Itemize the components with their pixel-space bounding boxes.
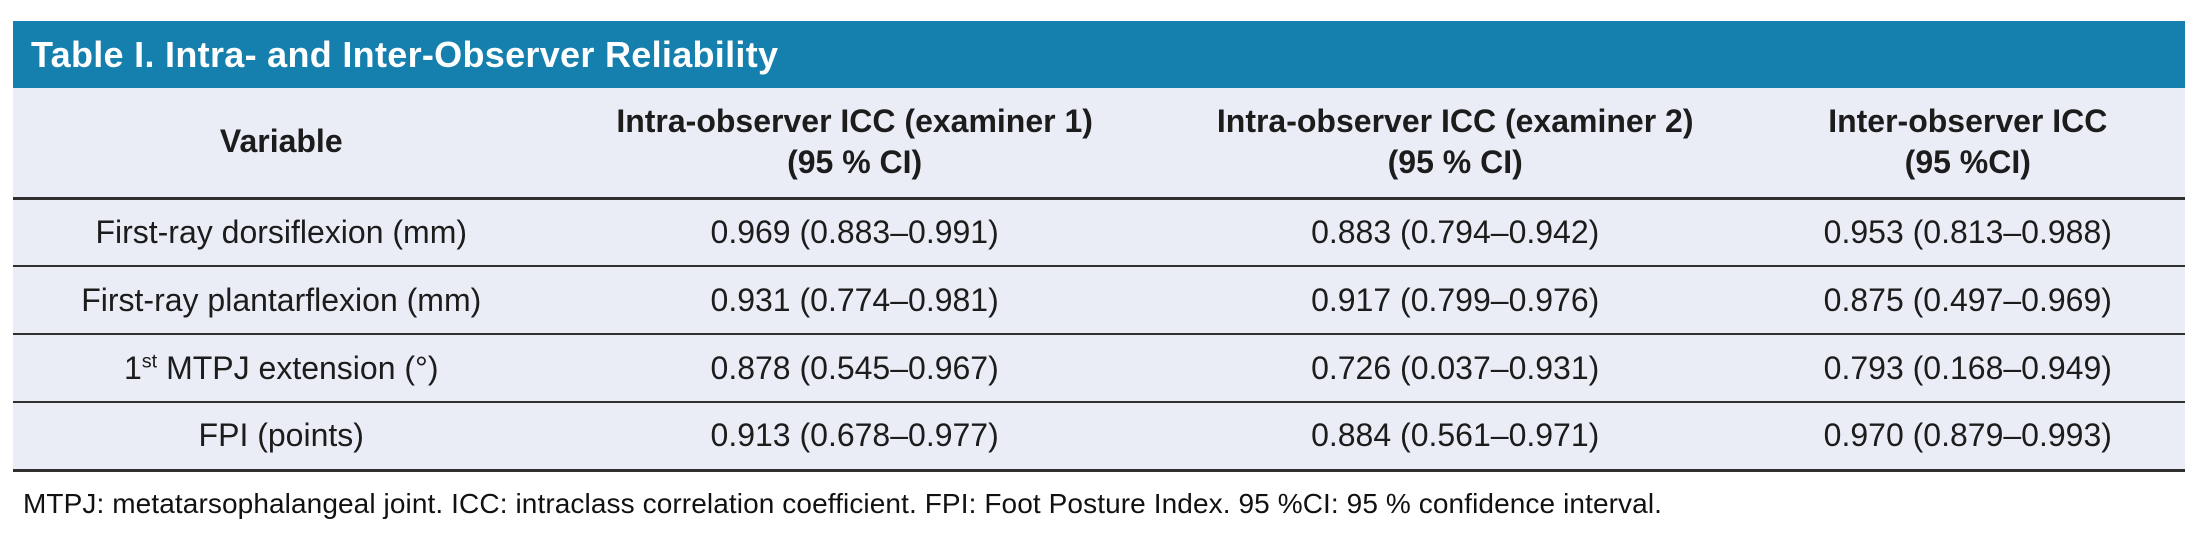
column-header-line1: Intra-observer ICC (examiner 1)	[616, 102, 1093, 139]
reliability-table-figure: Table I. Intra- and Inter-Observer Relia…	[13, 21, 2185, 520]
variable-prefix: 1	[123, 349, 142, 386]
table-row: First-ray dorsiflexion (mm) 0.969 (0.883…	[13, 198, 2185, 267]
cell-inter-observer-icc: 0.953 (0.813–0.988)	[1750, 198, 2185, 267]
variable-rest: MTPJ extension (°)	[157, 349, 439, 386]
cell-icc-examiner1: 0.878 (0.545–0.967)	[549, 334, 1160, 403]
cell-icc-examiner1: 0.969 (0.883–0.991)	[549, 198, 1160, 267]
column-header-intra-observer-icc-examiner1: Intra-observer ICC (examiner 1) (95 % CI…	[549, 88, 1160, 200]
data-table: Variable Intra-observer ICC (examiner 1)…	[13, 88, 2185, 472]
column-header-line1: Inter-observer ICC	[1828, 102, 2108, 139]
column-header-line2: (95 %CI)	[1904, 144, 2031, 181]
table-row: FPI (points) 0.913 (0.678–0.977) 0.884 (…	[13, 402, 2185, 472]
column-header-line1: Intra-observer ICC (examiner 2)	[1216, 102, 1694, 139]
cell-icc-examiner2: 0.884 (0.561–0.971)	[1159, 402, 1751, 472]
cell-icc-examiner1: 0.931 (0.774–0.981)	[549, 266, 1160, 335]
cell-inter-observer-icc: 0.875 (0.497–0.969)	[1750, 266, 2185, 335]
cell-variable: First-ray dorsiflexion (mm)	[13, 198, 550, 267]
table-row: First-ray plantarflexion (mm) 0.931 (0.7…	[13, 266, 2185, 335]
column-header-line2: (95 % CI)	[787, 144, 923, 181]
cell-icc-examiner1: 0.913 (0.678–0.977)	[549, 402, 1160, 472]
cell-icc-examiner2: 0.726 (0.037–0.931)	[1159, 334, 1751, 403]
cell-inter-observer-icc: 0.970 (0.879–0.993)	[1750, 402, 2185, 472]
cell-variable: First-ray plantarflexion (mm)	[13, 266, 550, 335]
column-header-line1: Variable	[219, 123, 343, 160]
table-footnote: MTPJ: metatarsophalangeal joint. ICC: in…	[23, 487, 1663, 519]
table-title-bar: Table I. Intra- and Inter-Observer Relia…	[13, 21, 2185, 88]
column-header-variable: Variable	[13, 88, 550, 200]
cell-variable: FPI (points)	[13, 402, 550, 472]
column-header-line2: (95 % CI)	[1387, 144, 1523, 181]
variable-superscript: st	[141, 349, 158, 372]
column-header-intra-observer-icc-examiner2: Intra-observer ICC (examiner 2) (95 % CI…	[1159, 88, 1751, 200]
cell-icc-examiner2: 0.917 (0.799–0.976)	[1159, 266, 1751, 335]
table-header-row: Variable Intra-observer ICC (examiner 1)…	[13, 88, 2185, 200]
column-header-inter-observer-icc: Inter-observer ICC (95 %CI)	[1750, 88, 2185, 200]
cell-variable: 1st MTPJ extension (°)	[13, 334, 550, 403]
table-row: 1st MTPJ extension (°) 0.878 (0.545–0.96…	[13, 334, 2185, 403]
cell-icc-examiner2: 0.883 (0.794–0.942)	[1159, 198, 1751, 267]
cell-inter-observer-icc: 0.793 (0.168–0.949)	[1750, 334, 2185, 403]
table-title: Table I. Intra- and Inter-Observer Relia…	[31, 33, 779, 75]
